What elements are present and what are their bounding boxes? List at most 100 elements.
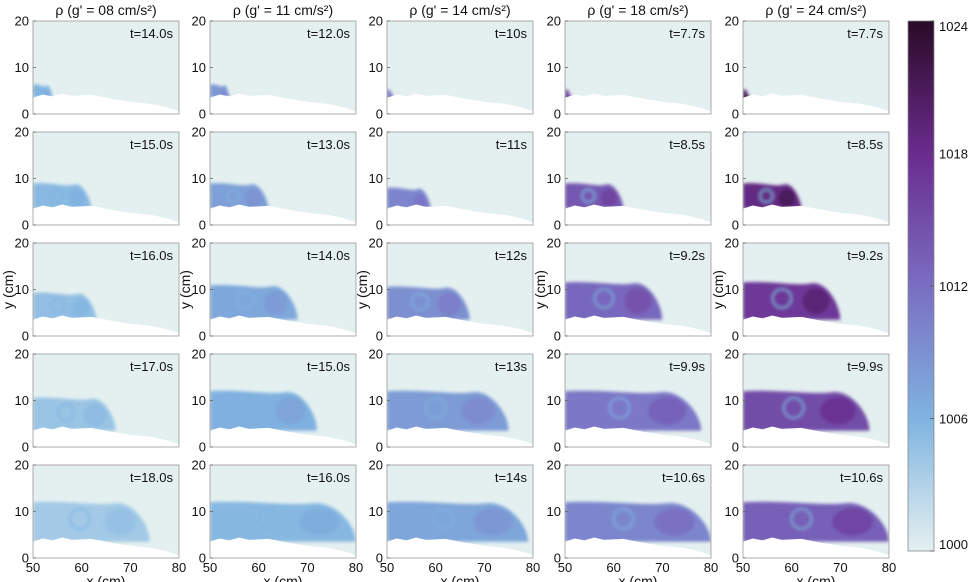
bottom-topography — [743, 204, 889, 225]
current-head — [778, 189, 795, 207]
y-tick-label: 0 — [376, 329, 383, 344]
y-tick-label: 0 — [376, 218, 383, 233]
density-panel: t=15.0s 0 10 20 — [15, 125, 180, 233]
time-label: t=12.0s — [307, 26, 351, 41]
y-tick-label: 20 — [15, 458, 29, 473]
density-panel: t=13s 0 10 20 — [369, 347, 534, 455]
x-tick-label: 70 — [833, 560, 847, 575]
y-axis-label: y (cm) — [177, 270, 193, 309]
kelvin-helmholtz-billow — [790, 508, 813, 530]
bottom-topography — [743, 315, 889, 336]
y-tick-label: 20 — [15, 347, 29, 362]
kelvin-helmholtz-billow — [241, 397, 264, 419]
bottom-topography — [565, 315, 711, 336]
x-axis-label: x (cm) — [797, 573, 836, 582]
density-panel: t=13.0s 0 10 20 — [192, 125, 357, 233]
x-tick-label: 80 — [172, 560, 186, 575]
time-label: t=7.7s — [669, 26, 705, 41]
density-panel: t=16.0s 0 10 20 y (cm) — [0, 236, 180, 344]
kelvin-helmholtz-billow — [608, 397, 631, 419]
y-tick-label: 0 — [554, 218, 561, 233]
time-label: t=13.0s — [307, 137, 351, 152]
kelvin-helmholtz-billow — [235, 291, 255, 311]
x-axis-label: x (cm) — [619, 573, 658, 582]
bottom-topography — [33, 204, 179, 225]
time-label: t=9.9s — [847, 359, 883, 374]
current-head — [437, 292, 461, 316]
y-tick-label: 10 — [369, 60, 383, 75]
time-label: t=17.0s — [130, 359, 174, 374]
y-axis-label: y (cm) — [710, 270, 726, 309]
y-tick-label: 20 — [725, 236, 739, 251]
current-head — [461, 396, 496, 425]
y-tick-label: 10 — [192, 171, 206, 186]
bottom-topography — [387, 315, 533, 336]
y-tick-label: 10 — [192, 504, 206, 519]
bottom-topography — [33, 426, 179, 447]
current-head — [68, 189, 85, 207]
y-tick-label: 10 — [725, 504, 739, 519]
y-tick-label: 20 — [15, 236, 29, 251]
y-tick-label: 10 — [369, 171, 383, 186]
current-head — [263, 291, 288, 316]
kelvin-helmholtz-billow — [68, 508, 91, 530]
column-title: ρ (g' = 11 cm/s²) — [233, 2, 333, 18]
y-tick-label: 10 — [369, 282, 383, 297]
bottom-topography — [210, 93, 356, 114]
current-head — [245, 189, 262, 207]
bottom-topography — [743, 93, 889, 114]
y-tick-label: 20 — [15, 125, 29, 140]
density-panel: t=14s 0 10 20 50 60 70 80 x (cm) — [369, 458, 541, 582]
y-tick-label: 10 — [369, 393, 383, 408]
x-tick-label: 50 — [736, 560, 750, 575]
x-tick-label: 60 — [606, 560, 620, 575]
bottom-topography — [387, 93, 533, 114]
y-tick-label: 10 — [547, 171, 561, 186]
x-tick-label: 70 — [300, 560, 314, 575]
y-tick-label: 20 — [725, 125, 739, 140]
y-tick-label: 0 — [22, 329, 29, 344]
y-tick-label: 10 — [15, 504, 29, 519]
colorbar-tick-label: 1006 — [939, 412, 968, 427]
y-tick-label: 20 — [192, 347, 206, 362]
bottom-topography — [210, 537, 356, 558]
y-tick-label: 10 — [369, 504, 383, 519]
colorbar-gradient — [907, 20, 935, 552]
y-tick-label: 10 — [725, 282, 739, 297]
current-head — [413, 193, 426, 209]
y-tick-label: 10 — [15, 282, 29, 297]
y-tick-label: 10 — [547, 282, 561, 297]
column-title: ρ (g' = 24 cm/s²) — [765, 2, 866, 18]
y-tick-label: 10 — [15, 171, 29, 186]
y-tick-label: 0 — [732, 107, 739, 122]
y-tick-label: 20 — [547, 14, 561, 29]
current-head — [104, 507, 137, 536]
x-tick-label: 80 — [349, 560, 363, 575]
time-label: t=7.7s — [847, 26, 883, 41]
y-tick-label: 0 — [22, 107, 29, 122]
bottom-topography — [210, 315, 356, 336]
y-tick-label: 20 — [192, 125, 206, 140]
kelvin-helmholtz-billow — [581, 188, 596, 204]
time-label: t=10.6s — [840, 470, 884, 485]
time-label: t=10.6s — [662, 470, 706, 485]
y-tick-label: 10 — [725, 60, 739, 75]
y-tick-label: 20 — [547, 236, 561, 251]
y-tick-label: 0 — [199, 551, 206, 566]
density-panel: t=9.2s 0 10 20 y (cm) — [710, 236, 890, 344]
time-label: t=18.0s — [130, 470, 174, 485]
kelvin-helmholtz-billow — [226, 188, 241, 204]
density-panel: t=17.0s 0 10 20 — [15, 347, 180, 455]
density-panel: t=16.0s 0 10 20 50 60 70 80 x (cm) — [192, 458, 364, 582]
y-tick-label: 0 — [554, 440, 561, 455]
time-label: t=14.0s — [130, 26, 174, 41]
y-tick-label: 0 — [554, 551, 561, 566]
current-head — [654, 507, 695, 536]
column-title: ρ (g' = 18 cm/s²) — [587, 2, 688, 18]
y-tick-label: 0 — [199, 329, 206, 344]
x-tick-label: 70 — [477, 560, 491, 575]
y-tick-label: 20 — [369, 236, 383, 251]
y-tick-label: 0 — [554, 329, 561, 344]
bottom-topography — [743, 426, 889, 447]
column-titles: ρ (g' = 08 cm/s²) ρ (g' = 11 cm/s²) ρ (g' … — [55, 2, 866, 18]
